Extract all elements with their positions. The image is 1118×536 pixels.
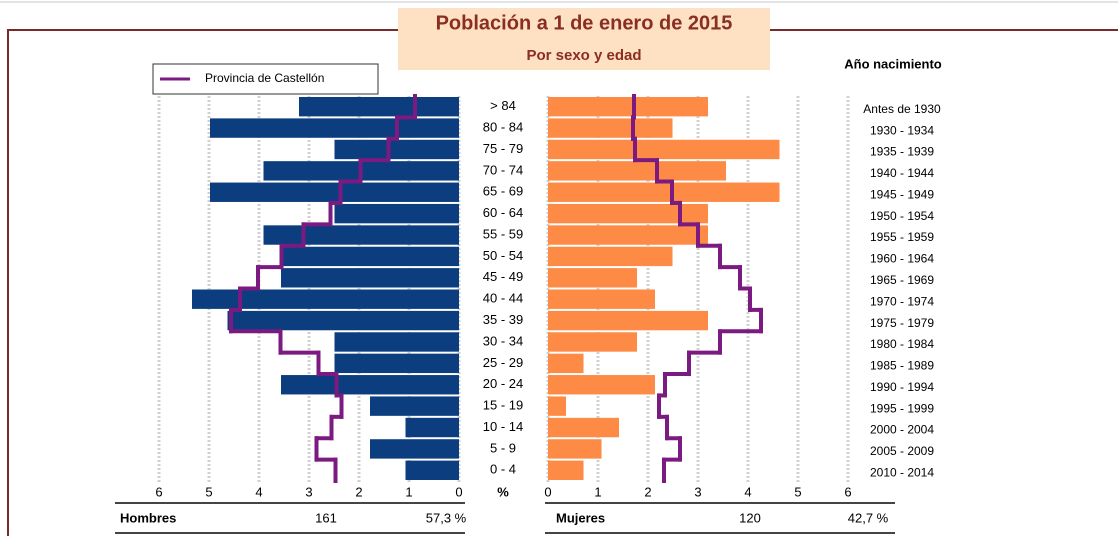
- birth-year-label: 1950 - 1954: [870, 209, 934, 223]
- birth-year-label: 1960 - 1964: [870, 252, 934, 266]
- category-label: 20 - 24: [483, 376, 523, 391]
- category-label: 60 - 64: [483, 205, 523, 220]
- birth-year-label: 2005 - 2009: [870, 444, 934, 458]
- birth-year-label: 1985 - 1989: [870, 359, 934, 373]
- x-tick-label: 5: [205, 484, 212, 499]
- birth-year-label: 1990 - 1994: [870, 380, 934, 394]
- x-tick-label: 4: [255, 484, 262, 499]
- x-tick-label: 6: [844, 484, 851, 499]
- birth-year-label: 2010 - 2014: [870, 465, 934, 479]
- x-tick-label: 0: [544, 484, 551, 499]
- bar: [370, 439, 459, 459]
- category-label: 15 - 19: [483, 398, 523, 413]
- bar: [299, 97, 459, 117]
- footer-name: Mujeres: [556, 510, 605, 525]
- birth-year-label: 1930 - 1934: [870, 123, 934, 137]
- birth-year-label: 1970 - 1974: [870, 294, 934, 308]
- legend-label: Provincia de Castellón: [205, 71, 324, 85]
- x-tick-label: 6: [155, 484, 162, 499]
- bar: [548, 310, 708, 331]
- bar: [548, 353, 584, 374]
- bar: [548, 289, 655, 309]
- category-label: 80 - 84: [483, 120, 523, 135]
- category-label: 0 - 4: [490, 462, 516, 477]
- bar: [192, 289, 459, 309]
- bar: [263, 225, 459, 245]
- bar: [548, 161, 726, 181]
- birth-year-label: 1980 - 1984: [870, 337, 934, 351]
- bar: [334, 332, 459, 352]
- title-box: [398, 8, 770, 70]
- category-label: > 84: [490, 98, 516, 113]
- category-label: 30 - 34: [483, 333, 523, 348]
- bar: [405, 417, 459, 438]
- bar: [405, 460, 459, 480]
- category-label: 70 - 74: [483, 162, 523, 177]
- x-tick-label: 4: [744, 484, 751, 499]
- x-tick-label: 0: [455, 484, 462, 499]
- birth-year-label: 1955 - 1959: [870, 230, 934, 244]
- footer-share: 42,7 %: [848, 510, 889, 525]
- bar: [548, 268, 637, 288]
- bar: [548, 246, 673, 267]
- x-tick-label: 3: [305, 484, 312, 499]
- birth-year-label: 2000 - 2004: [870, 423, 934, 437]
- bar: [334, 203, 459, 224]
- bar: [548, 417, 619, 438]
- x-axis-label: %: [497, 484, 509, 499]
- bar: [548, 225, 708, 245]
- bar: [548, 203, 708, 224]
- x-tick-label: 3: [694, 484, 701, 499]
- x-tick-label: 2: [355, 484, 362, 499]
- chart-subtitle: Por sexo y edad: [526, 47, 641, 64]
- birth-year-label: 1995 - 1999: [870, 401, 934, 415]
- bar: [548, 97, 708, 117]
- bar: [210, 182, 459, 202]
- footer-total: 161: [315, 510, 337, 525]
- bar: [548, 439, 602, 459]
- x-tick-label: 1: [405, 484, 412, 499]
- birth-year-label: 1940 - 1944: [870, 166, 934, 180]
- bar: [281, 375, 459, 395]
- category-label: 10 - 14: [483, 419, 523, 434]
- x-tick-label: 2: [644, 484, 651, 499]
- footer-share: 57,3 %: [426, 510, 467, 525]
- birth-year-label: 1935 - 1939: [870, 145, 934, 159]
- bar: [210, 118, 459, 138]
- bar: [548, 139, 780, 160]
- chart-title: Población a 1 de enero de 2015: [436, 12, 733, 34]
- x-tick-label: 1: [594, 484, 601, 499]
- category-label: 5 - 9: [490, 440, 516, 455]
- bar: [548, 182, 780, 202]
- bar: [548, 375, 655, 395]
- footer-total: 120: [739, 510, 761, 525]
- bar: [548, 332, 637, 352]
- bar: [548, 460, 584, 480]
- x-tick-label: 5: [794, 484, 801, 499]
- category-label: 35 - 39: [483, 312, 523, 327]
- footer-name: Hombres: [120, 510, 176, 525]
- bar: [281, 246, 459, 267]
- birth-year-label: Antes de 1930: [863, 102, 941, 116]
- category-label: 75 - 79: [483, 141, 523, 156]
- bar: [370, 396, 459, 416]
- birth-year-label: 1975 - 1979: [870, 316, 934, 330]
- bar: [334, 139, 459, 160]
- category-label: 45 - 49: [483, 269, 523, 284]
- category-label: 25 - 29: [483, 355, 523, 370]
- birth-year-label: 1945 - 1949: [870, 187, 934, 201]
- category-label: 50 - 54: [483, 248, 523, 263]
- bar: [281, 268, 459, 288]
- bar: [334, 353, 459, 374]
- bar: [548, 118, 673, 138]
- birth-year-label: 1965 - 1969: [870, 273, 934, 287]
- bar: [548, 396, 566, 416]
- legend-box: [152, 63, 379, 95]
- bar: [227, 310, 459, 331]
- birth-years-title: Año nacimiento: [844, 56, 942, 71]
- category-label: 65 - 69: [483, 184, 523, 199]
- category-label: 40 - 44: [483, 291, 523, 306]
- category-label: 55 - 59: [483, 226, 523, 241]
